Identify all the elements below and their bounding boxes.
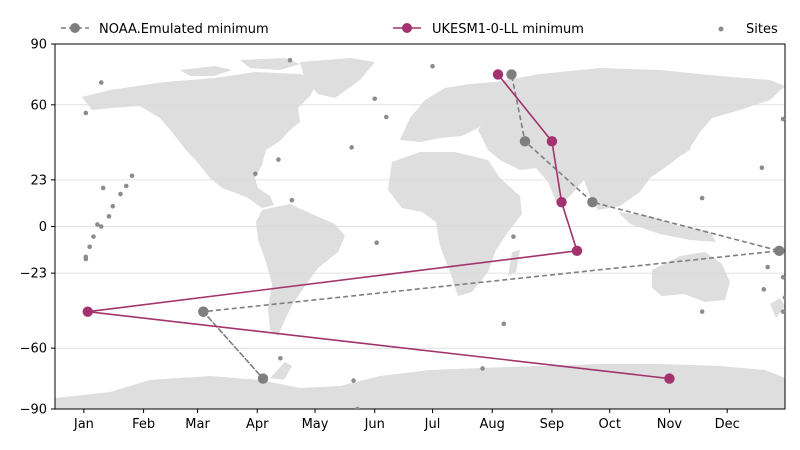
x-tick-label: Sep <box>540 417 565 432</box>
world-map-background <box>55 58 785 409</box>
site-point <box>123 183 129 189</box>
site-point <box>372 96 378 102</box>
site-point <box>83 110 89 116</box>
x-tick-label: Dec <box>715 417 740 432</box>
ukesm-point <box>82 306 93 317</box>
y-tick-label: 90 <box>30 38 47 53</box>
noaa-point <box>587 196 598 208</box>
ukesm-point <box>556 196 567 208</box>
site-point <box>100 185 106 191</box>
x-tick-label: Nov <box>657 417 683 432</box>
site-point <box>349 145 354 150</box>
noaa-point <box>774 245 785 257</box>
y-tick-label: −90 <box>20 403 47 418</box>
site-point <box>699 195 705 201</box>
legend-sites-label: Sites <box>746 22 778 37</box>
site-point <box>276 157 281 162</box>
x-tick-label: Jul <box>424 417 441 432</box>
site-point <box>780 116 785 122</box>
y-tick-label: 0 <box>39 220 47 235</box>
series-layer <box>82 57 785 409</box>
site-point <box>289 197 295 203</box>
site-point <box>110 203 116 209</box>
site-point <box>351 378 356 383</box>
y-tick-label: 60 <box>30 98 47 113</box>
legend-item-noaa: NOAA.Emulated minimum <box>61 22 269 37</box>
legend-ukesm-label: UKESM1-0-LL minimum <box>432 22 584 37</box>
site-point <box>430 64 435 69</box>
legend: NOAA.Emulated minimum UKESM1-0-LL minimu… <box>61 22 778 37</box>
site-point <box>91 234 96 239</box>
site-point <box>765 264 770 270</box>
ukesm-series-line <box>87 73 670 380</box>
site-point <box>253 171 258 177</box>
x-tick-label: Jan <box>73 417 94 432</box>
ukesm-point <box>546 136 558 147</box>
site-point <box>98 80 104 85</box>
site-point <box>374 240 379 246</box>
ukesm-point <box>664 373 675 384</box>
y-tick-label: 23 <box>30 173 47 188</box>
noaa-point <box>519 136 531 147</box>
site-point <box>287 57 293 63</box>
x-tick-label: Oct <box>598 417 620 432</box>
legend-item-sites: Sites <box>718 22 778 37</box>
x-tick-label: Aug <box>480 417 505 432</box>
site-point <box>782 295 785 300</box>
site-point <box>780 274 785 280</box>
ukesm-point <box>571 245 583 257</box>
legend-ukesm-marker <box>402 23 412 33</box>
site-point <box>278 356 283 361</box>
site-point <box>480 366 485 371</box>
site-point <box>106 214 112 219</box>
site-point <box>355 406 360 409</box>
y-axis: 90 60 23 0 −23 −60 −90 <box>20 38 55 418</box>
site-point <box>511 234 516 239</box>
legend-item-ukesm: UKESM1-0-LL minimum <box>393 22 584 37</box>
site-point <box>95 222 100 227</box>
site-point <box>780 309 785 314</box>
site-point <box>383 114 389 120</box>
site-point <box>87 244 92 250</box>
ukesm-point <box>492 69 504 80</box>
site-point <box>759 165 765 170</box>
site-point <box>501 321 507 327</box>
x-tick-label: May <box>302 417 329 432</box>
legend-noaa-label: NOAA.Emulated minimum <box>99 22 269 37</box>
x-axis: Jan Feb Mar Apr May Jun Jul Aug Sep Oct Nov Dec <box>73 409 740 432</box>
legend-sites-marker <box>718 26 724 32</box>
site-point <box>118 191 123 197</box>
x-tick-label: Jun <box>364 417 385 432</box>
noaa-point <box>257 373 269 384</box>
site-point <box>761 287 767 292</box>
site-point <box>129 173 135 179</box>
site-point <box>98 224 104 229</box>
site-point <box>699 309 705 314</box>
noaa-point <box>198 306 209 317</box>
x-tick-label: Apr <box>246 417 269 432</box>
x-tick-label: Feb <box>132 417 155 432</box>
noaa-point <box>506 69 517 80</box>
x-tick-label: Mar <box>185 417 210 432</box>
grid-lines <box>55 104 785 349</box>
y-tick-label: −60 <box>20 342 47 357</box>
legend-noaa-marker <box>70 23 80 33</box>
site-point <box>83 254 89 260</box>
y-tick-label: −23 <box>20 267 47 282</box>
